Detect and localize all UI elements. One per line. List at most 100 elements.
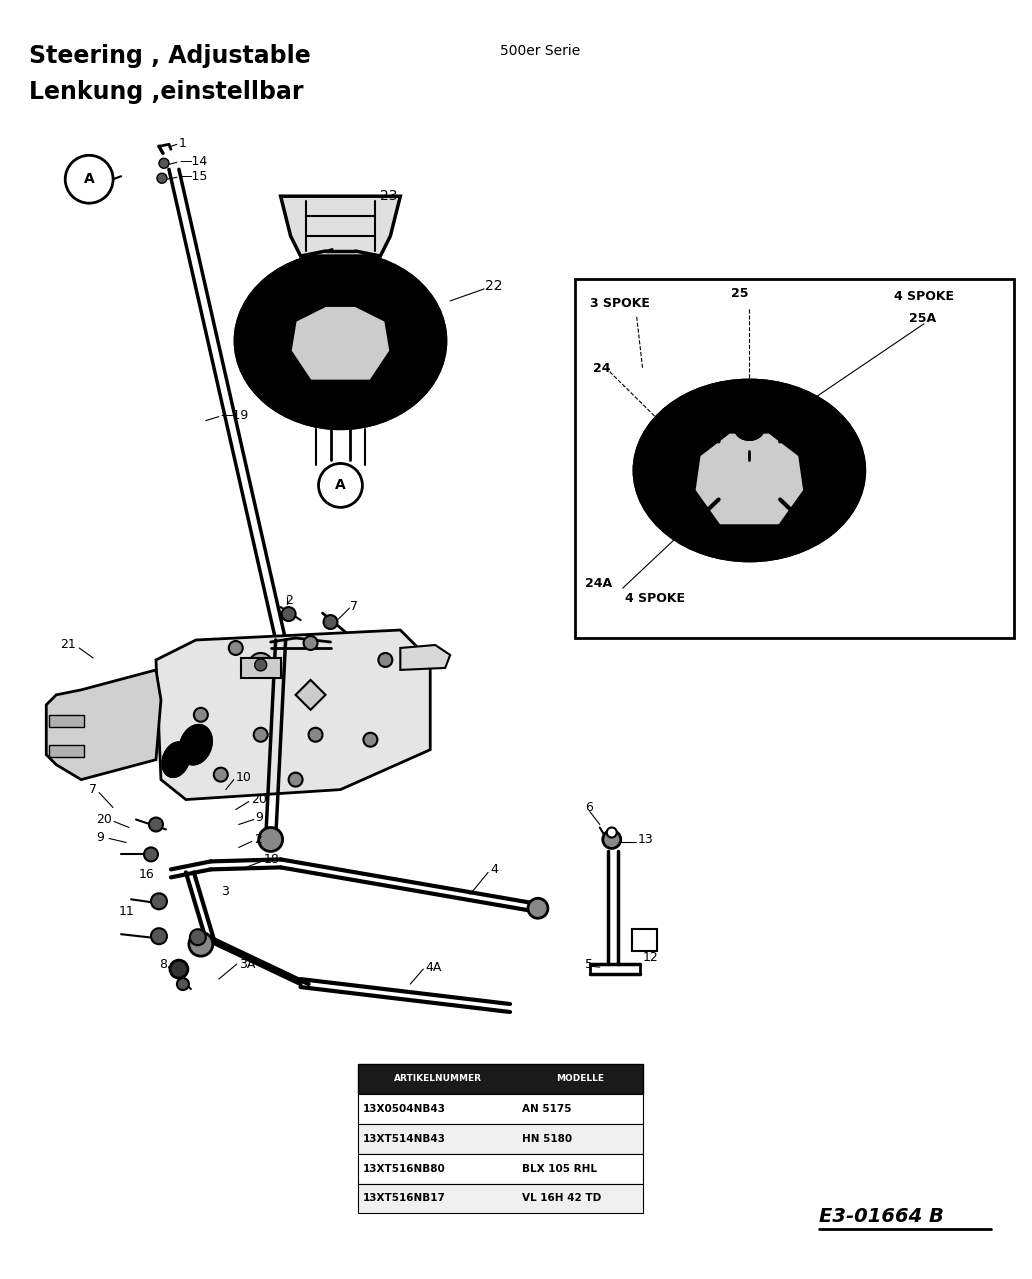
Circle shape: [149, 817, 163, 831]
Circle shape: [214, 767, 228, 781]
Ellipse shape: [163, 743, 189, 776]
Circle shape: [309, 728, 323, 742]
Text: 24A: 24A: [585, 577, 612, 590]
Bar: [358, 1154, 643, 1183]
Text: 13XT516NB17: 13XT516NB17: [362, 1193, 445, 1204]
Text: 24: 24: [592, 362, 610, 375]
Polygon shape: [46, 670, 161, 780]
Text: 25A: 25A: [909, 312, 936, 325]
Text: ARTIKELNUMMER: ARTIKELNUMMER: [394, 1074, 482, 1083]
Text: 10: 10: [235, 771, 252, 784]
Circle shape: [319, 463, 362, 508]
Text: 16: 16: [139, 868, 155, 881]
Text: Steering , Adjustable: Steering , Adjustable: [29, 43, 311, 68]
Ellipse shape: [181, 725, 212, 764]
Circle shape: [176, 978, 189, 990]
Polygon shape: [281, 196, 400, 256]
Circle shape: [254, 728, 267, 742]
Text: 1: 1: [179, 137, 187, 150]
Polygon shape: [291, 306, 390, 381]
Text: 9: 9: [96, 831, 104, 844]
Bar: [358, 1094, 643, 1124]
Bar: [575, 279, 1013, 638]
Text: 21: 21: [61, 638, 76, 651]
Text: HN 5180: HN 5180: [522, 1133, 572, 1143]
Text: 18: 18: [264, 853, 280, 866]
Text: 13X0504NB43: 13X0504NB43: [362, 1104, 446, 1114]
Circle shape: [151, 893, 167, 909]
Text: AN 5175: AN 5175: [522, 1104, 572, 1114]
Circle shape: [255, 659, 266, 671]
Ellipse shape: [645, 390, 854, 551]
Circle shape: [289, 773, 302, 787]
Text: 5: 5: [585, 958, 592, 971]
Text: E3-01664 B: E3-01664 B: [819, 1207, 944, 1227]
Circle shape: [603, 830, 620, 848]
Circle shape: [151, 929, 167, 944]
Bar: [240, 657, 281, 678]
Text: 20: 20: [96, 813, 112, 826]
Circle shape: [323, 615, 337, 629]
Circle shape: [249, 654, 272, 677]
Text: MODELLE: MODELLE: [556, 1074, 604, 1083]
Text: 23: 23: [381, 189, 398, 203]
Circle shape: [259, 828, 283, 852]
Ellipse shape: [635, 381, 864, 560]
Text: 20: 20: [251, 793, 266, 806]
Text: 12: 12: [643, 950, 658, 963]
Ellipse shape: [736, 418, 764, 440]
Text: A: A: [335, 478, 346, 492]
Text: 500er Serie: 500er Serie: [501, 43, 580, 58]
Bar: [632, 930, 656, 952]
Text: 3A: 3A: [238, 958, 255, 971]
Circle shape: [194, 707, 207, 721]
Circle shape: [379, 654, 392, 666]
Text: 4A: 4A: [425, 961, 442, 973]
Circle shape: [159, 159, 169, 169]
Circle shape: [303, 636, 318, 650]
Text: 25: 25: [731, 288, 748, 301]
Text: 3: 3: [221, 885, 229, 898]
Text: —15: —15: [179, 170, 207, 183]
Circle shape: [607, 828, 617, 838]
Bar: [50, 715, 85, 726]
Circle shape: [144, 848, 158, 861]
Circle shape: [170, 961, 188, 978]
Text: 13XT514NB43: 13XT514NB43: [362, 1133, 446, 1143]
Text: Lenkung ,einstellbar: Lenkung ,einstellbar: [29, 79, 303, 104]
Text: 7: 7: [351, 600, 358, 613]
Bar: [358, 1124, 643, 1154]
Polygon shape: [156, 631, 430, 799]
Text: BLX 105 RHL: BLX 105 RHL: [522, 1164, 596, 1174]
Text: 6: 6: [585, 801, 592, 813]
Circle shape: [190, 930, 205, 945]
Ellipse shape: [741, 422, 757, 435]
Polygon shape: [295, 680, 325, 710]
Text: 2: 2: [254, 833, 261, 845]
Text: 13: 13: [638, 833, 653, 845]
Text: 4: 4: [490, 863, 498, 876]
Text: 13XT516NB80: 13XT516NB80: [362, 1164, 445, 1174]
Circle shape: [229, 641, 243, 655]
Polygon shape: [695, 432, 804, 526]
Text: 11: 11: [119, 904, 135, 918]
Circle shape: [528, 898, 548, 918]
Text: 3 SPOKE: 3 SPOKE: [590, 298, 650, 311]
Text: VL 16H 42 TD: VL 16H 42 TD: [522, 1193, 602, 1204]
Circle shape: [157, 173, 167, 183]
Text: 2: 2: [285, 593, 292, 606]
Text: 9: 9: [256, 811, 263, 824]
Circle shape: [189, 932, 213, 957]
Ellipse shape: [235, 253, 445, 428]
Bar: [358, 1183, 643, 1214]
Text: —19: —19: [221, 409, 249, 422]
Circle shape: [65, 155, 114, 203]
Bar: [50, 744, 85, 757]
Text: 4 SPOKE: 4 SPOKE: [624, 592, 684, 605]
Text: 8: 8: [159, 958, 167, 971]
Text: 7: 7: [89, 783, 97, 796]
Circle shape: [282, 608, 295, 622]
Bar: [358, 1064, 643, 1094]
Text: 4 SPOKE: 4 SPOKE: [894, 290, 954, 303]
Text: A: A: [84, 173, 95, 187]
